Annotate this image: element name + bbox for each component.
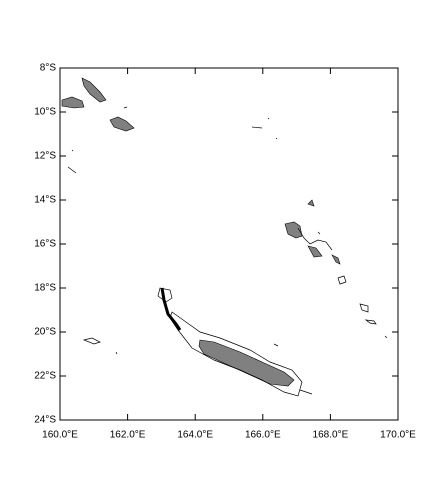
y-tick-label: 16°S <box>34 239 56 250</box>
y-tick-label: 22°S <box>34 371 56 382</box>
y-tick-label: 8°S <box>40 63 57 74</box>
x-tick-label: 166.0°E <box>245 430 281 441</box>
y-tick-label: 20°S <box>34 327 56 338</box>
x-tick-label: 162.0°E <box>110 430 146 441</box>
y-tick-label: 14°S <box>34 195 56 206</box>
x-tick-label: 164.0°E <box>177 430 213 441</box>
y-tick-label: 10°S <box>34 107 56 118</box>
y-tick-label: 24°S <box>34 415 56 426</box>
x-tick-label: 170.0°E <box>380 430 416 441</box>
coastlines <box>61 77 388 397</box>
x-tick-label: 168.0°E <box>313 430 349 441</box>
x-tick-label: 160.0°E <box>42 430 78 441</box>
y-tick-label: 18°S <box>34 283 56 294</box>
y-tick-label: 12°S <box>34 151 56 162</box>
